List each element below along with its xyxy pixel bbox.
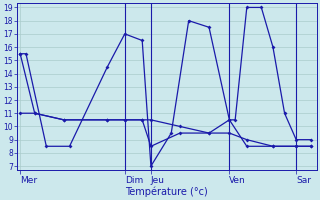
X-axis label: Température (°c): Température (°c) (125, 186, 208, 197)
